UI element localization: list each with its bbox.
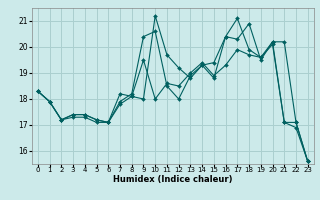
- X-axis label: Humidex (Indice chaleur): Humidex (Indice chaleur): [113, 175, 233, 184]
